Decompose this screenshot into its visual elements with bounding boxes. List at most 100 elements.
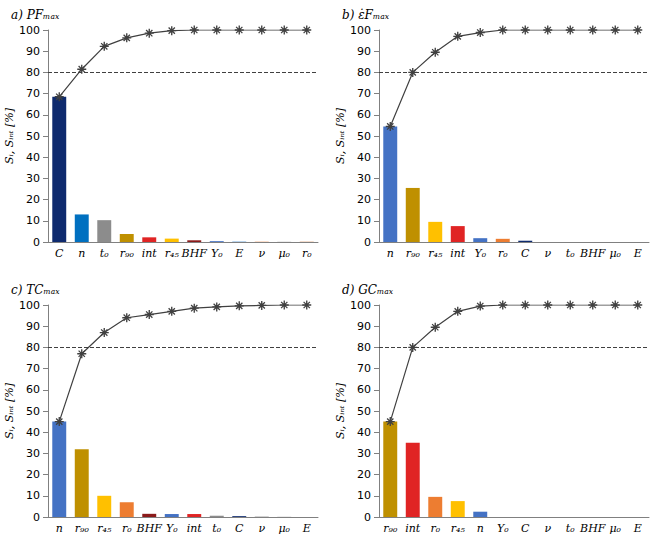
svg-text:r₄₅: r₄₅ [165, 247, 180, 260]
svg-text:80: 80 [26, 341, 40, 354]
svg-text:ν: ν [258, 247, 265, 260]
svg-text:Y₀: Y₀ [497, 522, 509, 535]
svg-text:ν: ν [544, 247, 551, 260]
svg-text:70: 70 [26, 87, 40, 100]
svg-text:0: 0 [33, 511, 40, 524]
svg-text:C: C [521, 522, 530, 535]
svg-text:BHF: BHF [136, 522, 163, 535]
svg-text:r₄₅: r₄₅ [451, 522, 466, 535]
svg-text:90: 90 [357, 320, 371, 333]
svg-text:0: 0 [364, 511, 371, 524]
svg-text:50: 50 [357, 405, 371, 418]
svg-text:Sᵢ, Sᵢₙₜ [%]: Sᵢ, Sᵢₙₜ [%] [334, 382, 347, 439]
svg-text:80: 80 [26, 66, 40, 79]
svg-text:70: 70 [357, 87, 371, 100]
svg-text:30: 30 [357, 447, 371, 460]
svg-text:20: 20 [357, 193, 371, 206]
svg-text:C: C [55, 247, 64, 260]
svg-text:20: 20 [357, 468, 371, 481]
svg-text:90: 90 [357, 45, 371, 58]
svg-text:int: int [450, 247, 466, 260]
svg-text:E: E [633, 522, 642, 535]
svg-text:Sᵢ, Sᵢₙₜ [%]: Sᵢ, Sᵢₙₜ [%] [3, 107, 16, 164]
svg-text:60: 60 [357, 108, 371, 121]
svg-text:60: 60 [26, 383, 40, 396]
svg-text:100: 100 [350, 24, 371, 37]
svg-text:50: 50 [357, 130, 371, 143]
svg-text:r₉₀: r₉₀ [75, 522, 90, 535]
svg-text:20: 20 [26, 193, 40, 206]
svg-text:70: 70 [357, 362, 371, 375]
svg-text:t₀: t₀ [566, 247, 575, 260]
svg-text:C: C [521, 247, 530, 260]
svg-text:Y₀: Y₀ [166, 522, 178, 535]
svg-text:r₀: r₀ [302, 247, 312, 260]
svg-text:70: 70 [26, 362, 40, 375]
svg-text:30: 30 [26, 172, 40, 185]
svg-text:ν: ν [258, 522, 265, 535]
svg-text:d) GCₘₐₓ: d) GCₘₐₓ [342, 283, 394, 297]
svg-text:t₀: t₀ [566, 522, 575, 535]
svg-text:30: 30 [357, 172, 371, 185]
svg-text:μ₀: μ₀ [609, 522, 621, 535]
svg-text:30: 30 [26, 447, 40, 460]
svg-text:40: 40 [26, 426, 40, 439]
svg-text:50: 50 [26, 130, 40, 143]
svg-text:r₄₅: r₄₅ [428, 247, 443, 260]
svg-text:20: 20 [26, 468, 40, 481]
svg-text:int: int [187, 522, 203, 535]
svg-text:60: 60 [26, 108, 40, 121]
svg-text:100: 100 [19, 299, 40, 312]
svg-text:40: 40 [357, 151, 371, 164]
svg-text:r₀: r₀ [430, 522, 440, 535]
svg-text:b) ε̇Fₘₐₓ: b) ε̇Fₘₐₓ [342, 8, 390, 22]
svg-text:80: 80 [357, 66, 371, 79]
svg-text:0: 0 [364, 236, 371, 249]
svg-text:40: 40 [357, 426, 371, 439]
svg-text:10: 10 [26, 489, 40, 502]
svg-text:r₉₀: r₉₀ [383, 522, 398, 535]
svg-text:n: n [387, 247, 394, 260]
svg-text:r₄₅: r₄₅ [97, 522, 112, 535]
svg-text:r₀: r₀ [498, 247, 508, 260]
svg-text:Y₀: Y₀ [474, 247, 486, 260]
svg-text:90: 90 [26, 45, 40, 58]
svg-text:r₉₀: r₉₀ [120, 247, 135, 260]
svg-text:r₉₀: r₉₀ [406, 247, 421, 260]
svg-text:n: n [477, 522, 484, 535]
svg-text:μ₀: μ₀ [278, 247, 290, 260]
svg-text:r₀: r₀ [122, 522, 132, 535]
svg-text:int: int [405, 522, 421, 535]
svg-text:10: 10 [357, 489, 371, 502]
svg-text:t₀: t₀ [100, 247, 109, 260]
svg-text:40: 40 [26, 151, 40, 164]
svg-text:Sᵢ, Sᵢₙₜ [%]: Sᵢ, Sᵢₙₜ [%] [334, 107, 347, 164]
svg-text:int: int [142, 247, 158, 260]
svg-text:a) PFₘₐₓ: a) PFₘₐₓ [11, 8, 60, 22]
svg-text:E: E [633, 247, 642, 260]
svg-text:Y₀: Y₀ [211, 247, 223, 260]
svg-text:100: 100 [350, 299, 371, 312]
svg-text:E: E [302, 522, 311, 535]
svg-text:E: E [234, 247, 243, 260]
svg-text:50: 50 [26, 405, 40, 418]
svg-text:BHF: BHF [579, 247, 606, 260]
svg-text:Sᵢ, Sᵢₙₜ [%]: Sᵢ, Sᵢₙₜ [%] [3, 382, 16, 439]
svg-text:μ₀: μ₀ [278, 522, 290, 535]
svg-text:80: 80 [357, 341, 371, 354]
svg-text:n: n [56, 522, 63, 535]
svg-text:10: 10 [357, 214, 371, 227]
svg-text:c) TCₘₐₓ: c) TCₘₐₓ [11, 283, 60, 297]
svg-text:μ₀: μ₀ [609, 247, 621, 260]
svg-text:ν: ν [544, 522, 551, 535]
svg-text:C: C [235, 522, 244, 535]
svg-text:0: 0 [33, 236, 40, 249]
svg-text:60: 60 [357, 383, 371, 396]
svg-text:BHF: BHF [181, 247, 208, 260]
svg-text:90: 90 [26, 320, 40, 333]
svg-text:10: 10 [26, 214, 40, 227]
svg-text:100: 100 [19, 24, 40, 37]
svg-text:BHF: BHF [579, 522, 606, 535]
svg-text:t₀: t₀ [212, 522, 221, 535]
svg-text:n: n [78, 247, 85, 260]
